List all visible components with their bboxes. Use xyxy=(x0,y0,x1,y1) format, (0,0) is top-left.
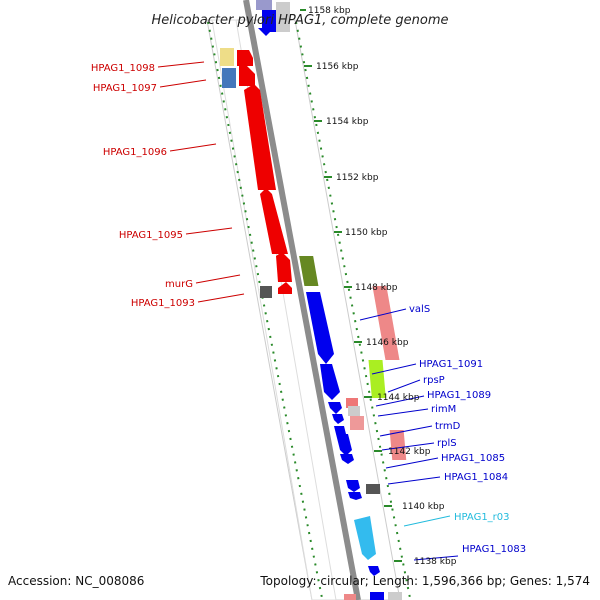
gene-label-rpsp[interactable]: rpsP xyxy=(423,375,445,386)
gene-label-hpag1-1091[interactable]: HPAG1_1091 xyxy=(419,359,483,370)
forward-genes xyxy=(220,48,319,298)
gene-hpag1-1093-cog xyxy=(260,286,272,298)
genome-backbone xyxy=(243,0,361,600)
gene-label-hpag1-1098[interactable]: HPAG1_1098 xyxy=(91,63,155,74)
gene-hpag1-1084 xyxy=(348,492,362,500)
tick-label: 1152 kbp xyxy=(336,173,379,183)
gene-hpag1-1097 xyxy=(239,66,255,86)
accession-text: Accession: NC_008086 xyxy=(8,574,145,588)
reverse-gene-labels: valS HPAG1_1091 rpsP HPAG1_1089 rimM trm… xyxy=(409,304,526,555)
gene-hpag1-1096 xyxy=(244,84,276,190)
right-tick-line xyxy=(295,21,411,599)
gene-vals-cog xyxy=(372,286,400,360)
gene-hpag1-1097-cog xyxy=(222,68,236,88)
tick-label: 1140 kbp xyxy=(402,502,445,512)
gene-murg-cog xyxy=(299,256,319,286)
gene-label-hpag1-1089[interactable]: HPAG1_1089 xyxy=(427,390,491,401)
tick-label: 1156 kbp xyxy=(316,62,359,72)
left-tick-line xyxy=(207,21,323,599)
tick-label: 1150 kbp xyxy=(345,228,388,238)
tick-label: 1142 kbp xyxy=(388,447,431,457)
gene-rpsp-cog xyxy=(346,398,358,408)
tick-label: 1158 kbp xyxy=(308,6,351,16)
gene-hpag1-1083 xyxy=(368,566,380,576)
gene-trmd-cog xyxy=(389,430,407,460)
gene-label-hpag1-1097[interactable]: HPAG1_1097 xyxy=(93,83,157,94)
gene-hpag1-1098 xyxy=(237,50,253,66)
gene-label-vals[interactable]: valS xyxy=(409,304,430,315)
gene-label-hpag1-r03[interactable]: HPAG1_r03 xyxy=(454,512,510,523)
tick-label: 1148 kbp xyxy=(355,283,398,293)
gene-murg xyxy=(276,252,292,282)
forward-gene-labels: HPAG1_1098 HPAG1_1097 HPAG1_1096 HPAG1_1… xyxy=(91,63,195,309)
top-partial-features xyxy=(256,0,290,36)
gene-rimm-cog xyxy=(350,416,364,430)
gene-hpag1-1098-cog xyxy=(220,48,234,66)
gene-hpag1-1085 xyxy=(346,480,360,492)
gene-label-hpag1-1083[interactable]: HPAG1_1083 xyxy=(462,544,526,555)
gene-label-rpls[interactable]: rplS xyxy=(437,438,457,449)
rna-leader xyxy=(403,515,451,527)
gene-hpag1-1084-cog xyxy=(366,484,380,494)
ruler-tick-marks xyxy=(300,9,402,562)
gene-label-hpag1-1095[interactable]: HPAG1_1095 xyxy=(119,230,183,241)
tick-label: 1144 kbp xyxy=(377,393,420,403)
gene-label-hpag1-1093[interactable]: HPAG1_1093 xyxy=(131,298,195,309)
tick-label: 1154 kbp xyxy=(326,117,369,127)
tick-label: 1138 kbp xyxy=(414,557,457,567)
gene-hpag1-r03 xyxy=(354,516,376,560)
gene-label-hpag1-1096[interactable]: HPAG1_1096 xyxy=(103,147,167,158)
gene-label-hpag1-1085[interactable]: HPAG1_1085 xyxy=(441,453,505,464)
map-title: Helicobacter pylori HPAG1, complete geno… xyxy=(151,13,448,28)
gene-label-murg[interactable]: murG xyxy=(165,279,193,290)
gene-label-hpag1-1084[interactable]: HPAG1_1084 xyxy=(444,472,508,483)
inner-lane xyxy=(211,19,337,600)
gene-rpls xyxy=(340,454,354,464)
ruler-tick-labels: 1158 kbp 1156 kbp 1154 kbp 1152 kbp 1150… xyxy=(308,6,457,567)
gene-hpag1-1089-cog xyxy=(348,406,360,416)
gene-label-rimm[interactable]: rimM xyxy=(431,404,456,415)
right-leaders xyxy=(359,308,459,561)
tick-label: 1146 kbp xyxy=(366,338,409,348)
topology-text: Topology: circular; Length: 1,596,366 bp… xyxy=(260,574,590,588)
reverse-genes xyxy=(306,286,407,600)
gene-vals xyxy=(306,292,334,364)
gene-rpsp xyxy=(328,402,342,414)
gene-hpag1-1091 xyxy=(320,364,340,400)
gene-hpag1-1089 xyxy=(332,414,344,424)
gene-label-trmd[interactable]: trmD xyxy=(435,421,461,432)
gene-trmd xyxy=(336,434,352,456)
gene-hpag1-1095 xyxy=(260,188,288,254)
gene-hpag1-1091-cog xyxy=(368,360,386,398)
bottom-partial-features xyxy=(344,594,356,600)
gene-hpag1-1093 xyxy=(278,282,292,294)
left-leaders xyxy=(157,61,245,303)
